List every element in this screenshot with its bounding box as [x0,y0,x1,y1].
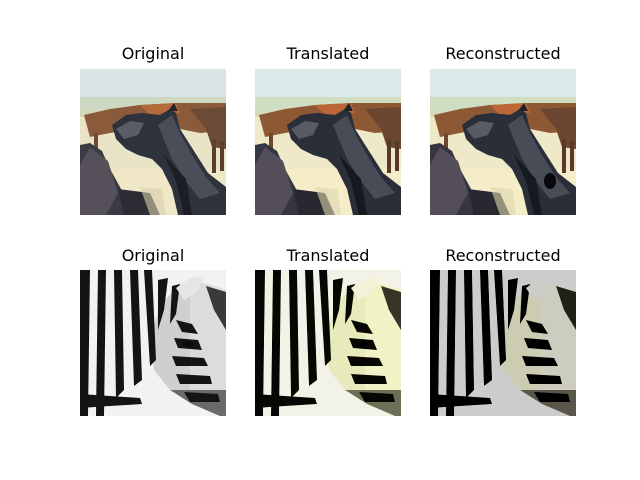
panel-title: Translated [286,44,370,63]
horse-original-image [80,69,226,215]
panel-title: Original [121,44,185,63]
zebra-reconstructed-image [430,270,576,416]
panel-title: Reconstructed [445,246,561,265]
zebra-translated-image [255,270,401,416]
panel-title: Original [121,246,185,265]
horse-translated-image [255,69,401,215]
zebra-original-image [80,270,226,416]
panel-title: Translated [286,246,370,265]
panel-title: Reconstructed [445,44,561,63]
horse-reconstructed-image [430,69,576,215]
